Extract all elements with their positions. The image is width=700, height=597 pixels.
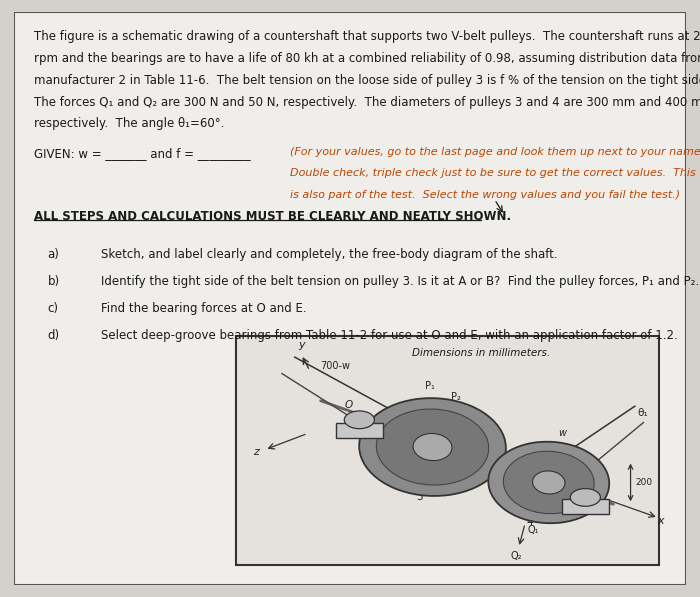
Text: 700-w: 700-w [321,361,351,371]
Bar [336,423,383,438]
Text: rpm and the bearings are to have a life of 80 kh at a combined reliability of 0.: rpm and the bearings are to have a life … [34,52,700,65]
Text: Sketch, and label clearly and completely, the free-body diagram of the shaft.: Sketch, and label clearly and completely… [102,248,558,261]
Text: a): a) [48,248,60,261]
Text: respectively.  The angle θ₁=60°.: respectively. The angle θ₁=60°. [34,118,225,130]
Text: 4: 4 [526,517,533,527]
Text: θ₁: θ₁ [637,408,648,418]
Text: w: w [558,427,566,438]
Text: Identify the tight side of the belt tension on pulley 3. Is it at A or B?  Find : Identify the tight side of the belt tens… [102,275,699,288]
Text: d): d) [48,329,60,342]
Ellipse shape [377,409,489,485]
Text: b): b) [48,275,60,288]
Text: O: O [344,400,353,410]
Text: P₂: P₂ [452,392,461,402]
Ellipse shape [570,488,601,506]
Text: P₁: P₁ [426,381,435,391]
Text: 200: 200 [635,478,652,487]
Text: Select deep-groove bearings from Table 11-2 for use at O and E, with an applicat: Select deep-groove bearings from Table 1… [102,329,678,342]
Bar [236,336,659,565]
Text: manufacturer 2 in Table 11-6.  The belt tension on the loose side of pulley 3 is: manufacturer 2 in Table 11-6. The belt t… [34,74,700,87]
Text: ALL STEPS AND CALCULATIONS MUST BE CLEARLY AND NEATLY SHOWN.: ALL STEPS AND CALCULATIONS MUST BE CLEAR… [34,210,511,223]
Text: Dimensions in millimeters.: Dimensions in millimeters. [412,349,550,358]
Ellipse shape [359,398,506,496]
Text: The forces Q₁ and Q₂ are 300 N and 50 N, respectively.  The diameters of pulleys: The forces Q₁ and Q₂ are 300 N and 50 N,… [34,96,700,109]
Text: 2: 2 [377,441,384,451]
Text: y: y [298,340,304,350]
Ellipse shape [489,442,609,523]
Text: Find the bearing forces at O and E.: Find the bearing forces at O and E. [102,302,307,315]
Bar [561,499,609,514]
Ellipse shape [533,471,565,494]
Text: is also part of the test.  Select the wrong values and you fail the test.): is also part of the test. Select the wro… [290,190,680,200]
Ellipse shape [344,411,374,429]
Text: c): c) [48,302,59,315]
Text: Q₂: Q₂ [511,550,522,561]
Text: GIVEN: w = _______ and f = _________: GIVEN: w = _______ and f = _________ [34,147,251,159]
Text: 3: 3 [416,493,423,503]
Text: E: E [593,478,599,488]
Text: z: z [253,448,259,457]
Ellipse shape [503,451,594,513]
Text: The figure is a schematic drawing of a countershaft that supports two V-belt pul: The figure is a schematic drawing of a c… [34,30,700,43]
Ellipse shape [413,433,452,461]
Text: C: C [569,501,576,510]
Text: (For your values, go to the last page and look them up next to your name.: (For your values, go to the last page an… [290,147,700,156]
Text: x: x [657,516,664,525]
Text: B: B [470,460,477,470]
Text: Q₁: Q₁ [528,525,540,535]
Text: Double check, triple check just to be sure to get the correct values.  This: Double check, triple check just to be su… [290,168,695,179]
